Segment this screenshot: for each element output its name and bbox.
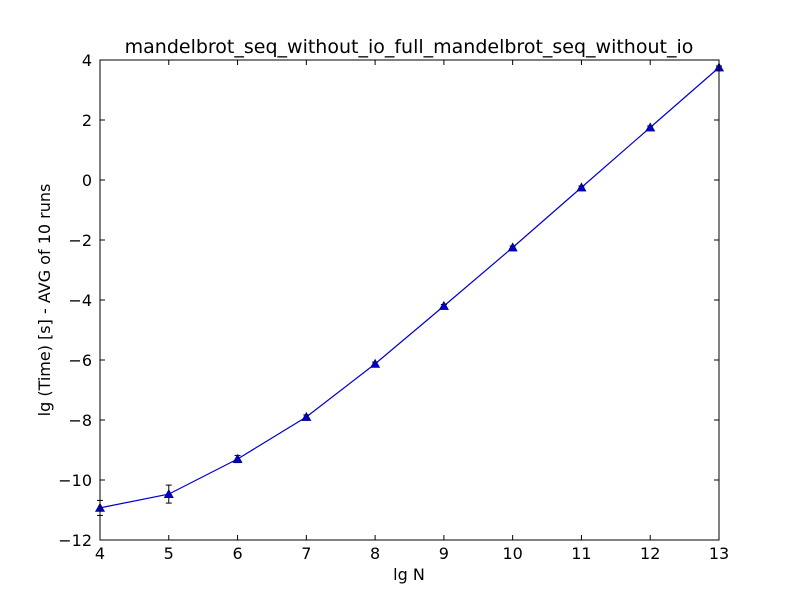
chart-title: mandelbrot_seq_without_io_full_mandelbro… [125, 36, 694, 58]
x-tick-label: 6 [232, 544, 242, 563]
data-point [232, 453, 243, 463]
x-tick-label: 7 [301, 544, 311, 563]
y-tick-label: −12 [58, 531, 92, 550]
tick-layer: 4 5 6 7 8 9 10 11 12 13 −12 −10 −8 −6 −4 −2 0 2 4 [58, 51, 729, 563]
y-tick-label: −4 [68, 291, 92, 310]
plot-area [94, 59, 725, 541]
x-tick-label: 10 [502, 544, 522, 563]
series-line [99, 67, 720, 509]
y-axis-label: lg (Time) [s] - AVG of 10 runs [35, 184, 54, 417]
plot-background [100, 60, 719, 540]
x-tick-label: 9 [439, 544, 449, 563]
x-tick-label: 5 [164, 544, 174, 563]
y-tick-label: −10 [58, 471, 92, 490]
y-tick-label: −6 [68, 351, 92, 370]
data-point [645, 122, 656, 132]
data-point [576, 182, 587, 192]
y-tick-label: −8 [68, 411, 92, 430]
x-tick-label: 13 [709, 544, 729, 563]
data-point [507, 242, 518, 252]
data-point [163, 488, 174, 499]
x-axis-label: lg N [393, 565, 425, 584]
y-tick-label: 4 [82, 51, 92, 70]
y-tick-label: 2 [82, 111, 92, 130]
x-tick-label: 11 [571, 544, 591, 563]
y-tick-label: 0 [82, 171, 92, 190]
data-point [438, 300, 449, 310]
series-layer [94, 62, 725, 516]
data-point [370, 358, 381, 368]
x-tick-label: 4 [95, 544, 105, 563]
x-tick-label: 12 [640, 544, 660, 563]
data-point [301, 411, 312, 421]
x-tick-label: 8 [370, 544, 380, 563]
y-tick-label: −2 [68, 231, 92, 250]
